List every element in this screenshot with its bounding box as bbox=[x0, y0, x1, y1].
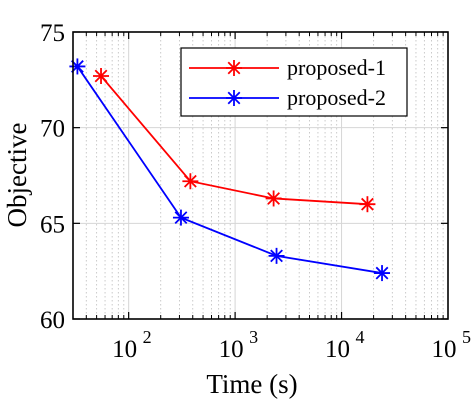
legend-box bbox=[180, 47, 408, 117]
x-tick-label: 10 5 bbox=[432, 327, 472, 363]
legend-marker-symbol-stroke bbox=[227, 91, 241, 105]
data-point-proposed-2-stroke bbox=[270, 249, 283, 263]
x-tick-label-exponent: 3 bbox=[249, 327, 258, 347]
data-point-proposed-1-stroke bbox=[94, 69, 108, 83]
x-axis-label: Time (s) bbox=[206, 369, 297, 399]
y-tick-label: 60 bbox=[40, 307, 65, 334]
x-tick-label: 10 4 bbox=[325, 327, 365, 363]
data-point-proposed-1-stroke bbox=[267, 192, 281, 205]
data-point-proposed-1 bbox=[359, 196, 376, 213]
series-line-proposed-1 bbox=[100, 75, 368, 206]
data-point-proposed-1 bbox=[93, 68, 110, 85]
data-point-proposed-1 bbox=[182, 173, 199, 190]
y-axis-label: Objective bbox=[2, 123, 32, 228]
series-layer bbox=[69, 58, 391, 282]
data-point-proposed-2 bbox=[172, 209, 189, 226]
y-tick-label: 75 bbox=[40, 20, 65, 47]
legend-label-proposed-2: proposed-2 bbox=[287, 85, 386, 110]
ticks bbox=[73, 31, 448, 320]
legend-label-proposed-1: proposed-1 bbox=[287, 55, 386, 80]
y-tick-label: 65 bbox=[40, 211, 65, 238]
data-point-proposed-2 bbox=[69, 58, 86, 75]
legend-marker-symbol bbox=[226, 60, 242, 76]
data-point-proposed-2-stroke bbox=[375, 266, 389, 280]
data-point-proposed-1-stroke bbox=[183, 174, 197, 188]
x-tick-label-base: 10 bbox=[432, 336, 457, 363]
x-tick-label-exponent: 5 bbox=[462, 327, 471, 347]
data-point-proposed-2 bbox=[374, 265, 391, 282]
legend: proposed-1 proposed-2 bbox=[180, 47, 408, 117]
legend-marker-symbol bbox=[226, 90, 242, 106]
data-point-proposed-1 bbox=[265, 190, 282, 207]
x-tick-label-exponent: 4 bbox=[356, 327, 365, 347]
x-tick-label-base: 10 bbox=[325, 336, 350, 363]
series-line-proposed-2 bbox=[76, 65, 383, 274]
plot-frame bbox=[72, 31, 449, 320]
x-tick-label: 10 3 bbox=[219, 327, 259, 363]
data-point-proposed-2 bbox=[268, 247, 285, 264]
x-tick-label-base: 10 bbox=[112, 336, 137, 363]
x-tick-label-exponent: 2 bbox=[143, 327, 152, 347]
data-point-proposed-1-stroke bbox=[361, 197, 374, 211]
legend-marker-symbol-stroke bbox=[227, 61, 241, 75]
data-point-proposed-2-stroke bbox=[174, 211, 188, 224]
x-tick-label: 10 2 bbox=[112, 327, 152, 363]
legend-marker-proposed-1 bbox=[226, 60, 242, 76]
y-tick-label: 70 bbox=[40, 116, 65, 143]
legend-marker-proposed-2 bbox=[226, 90, 242, 106]
x-tick-label-base: 10 bbox=[219, 336, 244, 363]
